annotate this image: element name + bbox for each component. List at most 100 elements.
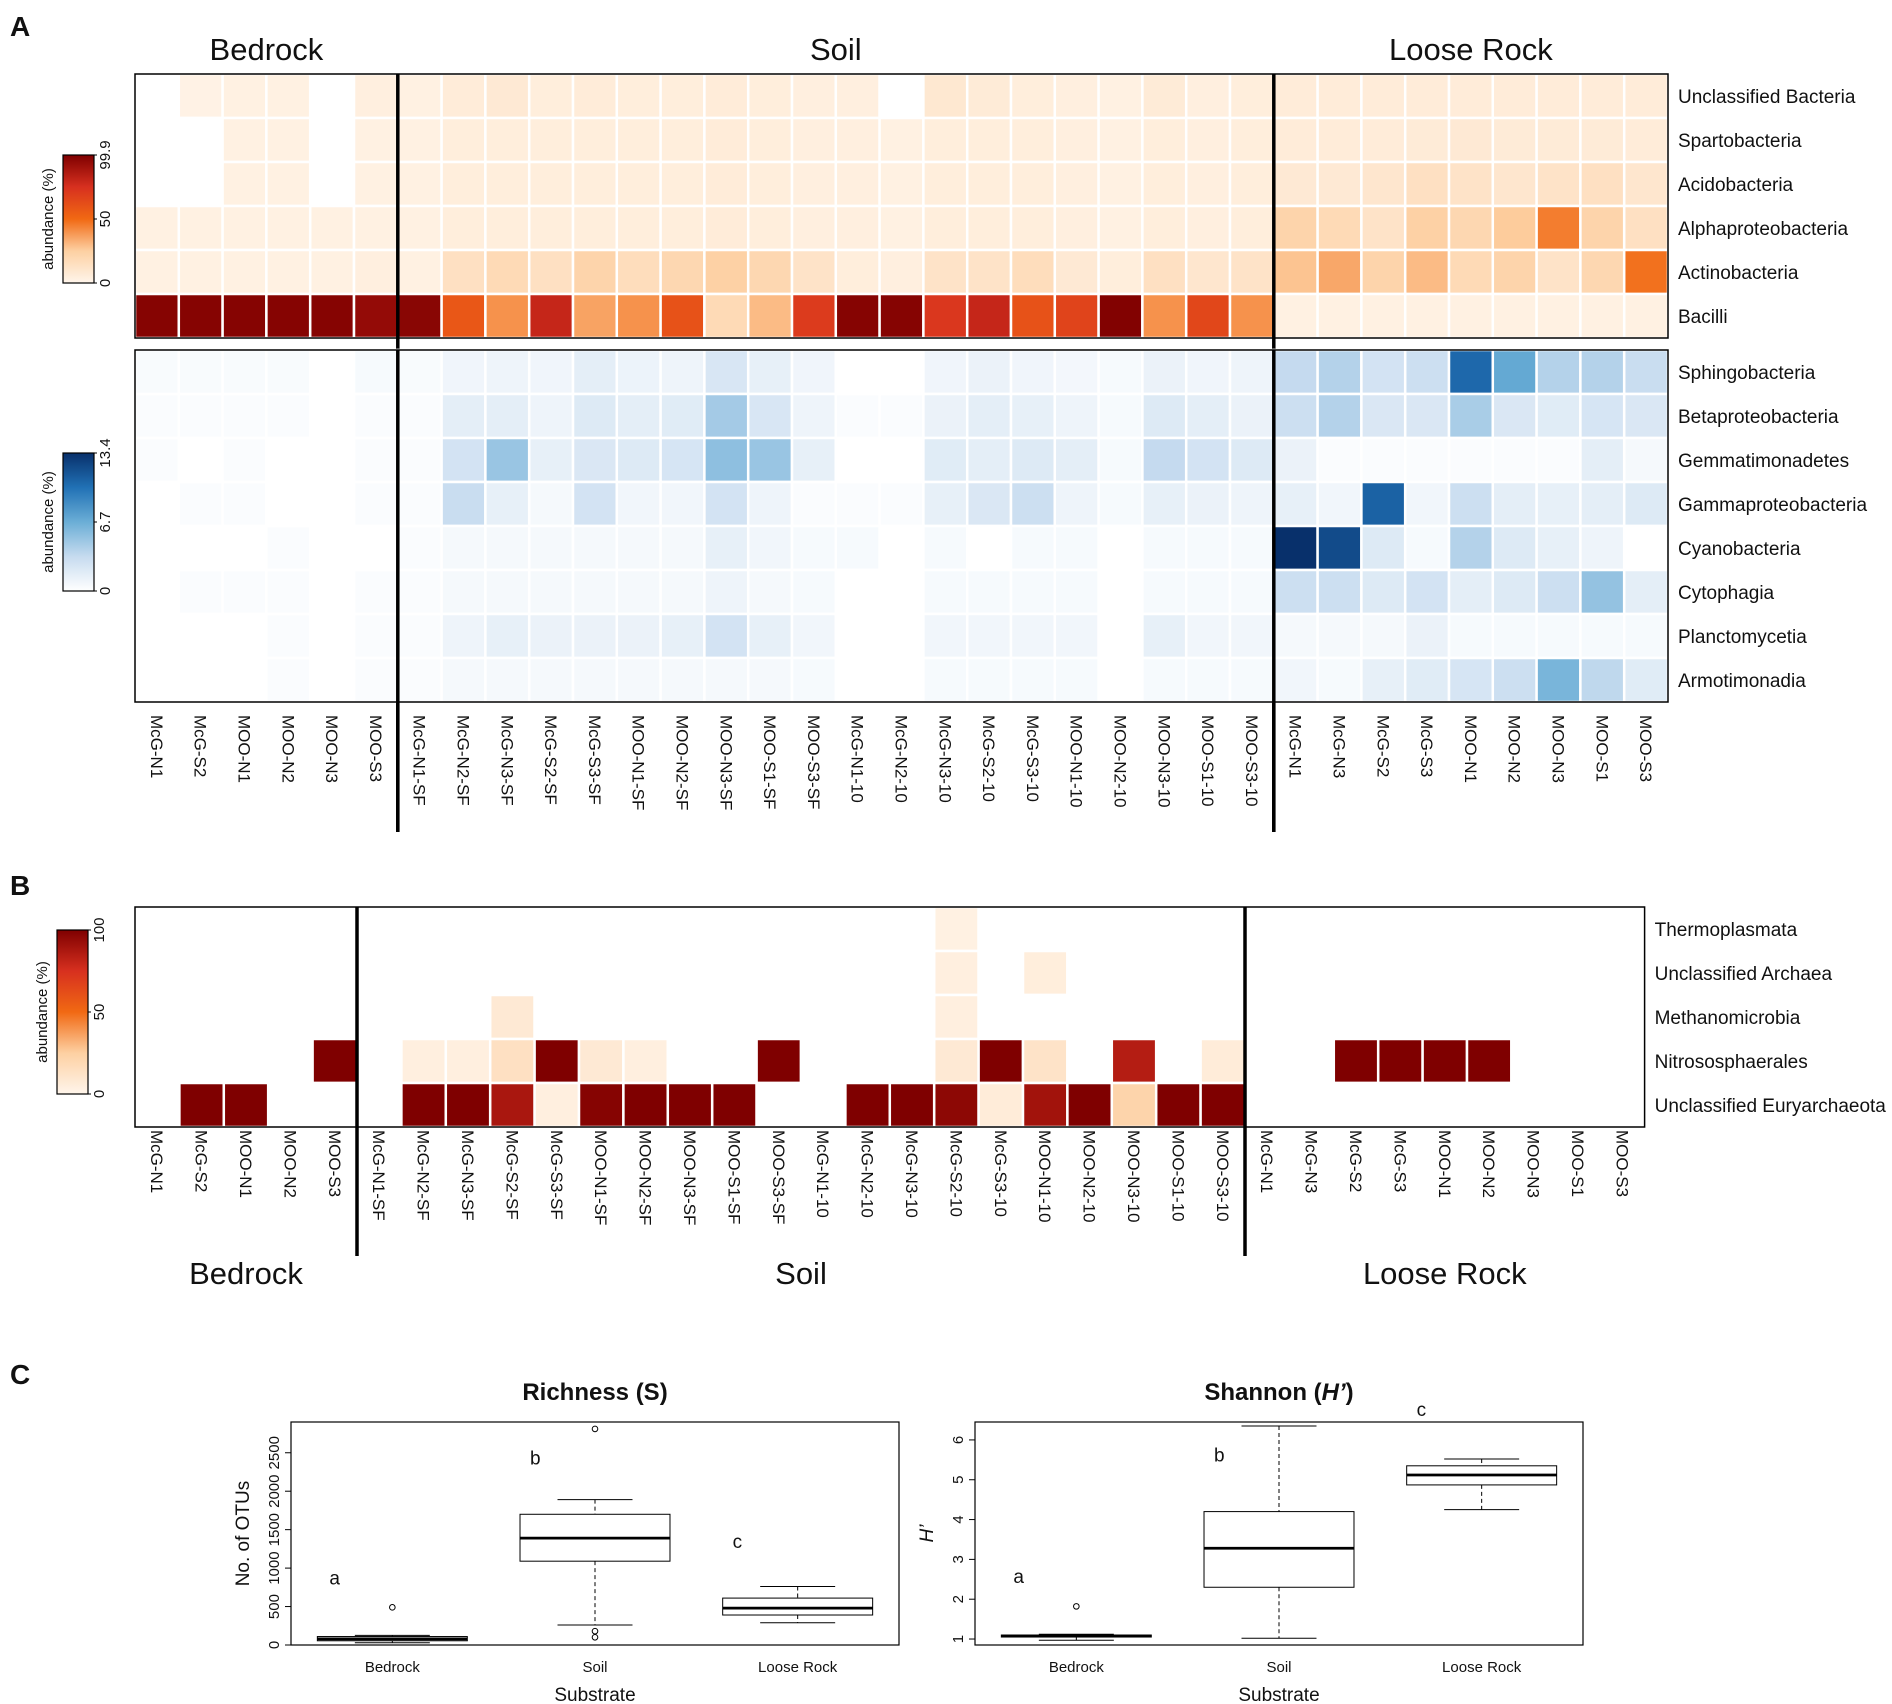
group-label-bedrock: Bedrock [210, 32, 324, 67]
heat-cell-bacilli-22 [1097, 292, 1144, 340]
significance-letter-a: a [329, 1569, 340, 1590]
heat-cell-acidobacteria-16 [834, 160, 881, 208]
heat-cell-actinobacteria-23 [1141, 248, 1188, 296]
heat-cell-spartobacteria-4 [308, 116, 356, 164]
heat-cell-unclassified-archaea-0 [133, 949, 181, 997]
heat-cell-alphaproteobacteria-24 [1184, 204, 1232, 252]
heat-cell-bacilli-25 [1228, 292, 1276, 340]
heat-cell-sphingobacteria-17 [878, 348, 925, 396]
heat-cell-unclassified-archaea-14 [755, 949, 803, 997]
heat-cell-methanomicrobia-10 [577, 993, 625, 1041]
heat-cell-cyanobacteria-27 [1316, 524, 1363, 572]
heat-cell-nitrososphaerales-10 [577, 1037, 625, 1085]
heat-cell-unclassified-bacteria-32 [1535, 72, 1582, 120]
heat-cell-sphingobacteria-10 [571, 348, 619, 396]
heat-cell-alphaproteobacteria-17 [878, 204, 925, 252]
heat-cell-sphingobacteria-8 [484, 348, 531, 396]
heat-cell-cyanobacteria-21 [1053, 524, 1100, 572]
col-label-moo-s3-33: MOO-S3 [1612, 1130, 1631, 1197]
heat-cell-cyanobacteria-32 [1535, 524, 1582, 572]
heat-cell-unclassified-archaea-4 [311, 949, 359, 997]
heat-cell-thermoplasmata-2 [222, 905, 270, 953]
heat-cell-bacilli-16 [834, 292, 881, 340]
outlier-0 [591, 1425, 599, 1433]
heat-cell-gammaproteobacteria-8 [484, 480, 531, 528]
heat-cell-gemmatimonadetes-9 [527, 436, 575, 484]
heat-cell-methanomicrobia-26 [1288, 993, 1336, 1041]
heat-cell-cyanobacteria-30 [1447, 524, 1495, 572]
heat-cell-armotimonadia-2 [221, 656, 268, 704]
heat-cell-acidobacteria-4 [308, 160, 356, 208]
heat-cell-spartobacteria-33 [1579, 116, 1626, 164]
heat-cell-gammaproteobacteria-20 [1009, 480, 1057, 528]
heat-cell-nitrososphaerales-16 [844, 1037, 892, 1085]
heat-cell-cyanobacteria-28 [1360, 524, 1407, 572]
heat-cell-planctomycetia-25 [1228, 612, 1276, 660]
heat-cell-gemmatimonadetes-10 [571, 436, 619, 484]
heat-cell-unclassified-bacteria-20 [1009, 72, 1057, 120]
heat-cell-methanomicrobia-5 [355, 993, 403, 1041]
heat-cell-cytophagia-31 [1491, 568, 1538, 616]
box-loose-rock: c Loose Rock [722, 1532, 874, 1676]
heat-cell-unclassified-euryarchaeota-28 [1376, 1081, 1424, 1129]
heat-cell-armotimonadia-7 [440, 656, 487, 704]
heat-cell-acidobacteria-23 [1141, 160, 1188, 208]
heat-cell-unclassified-bacteria-17 [878, 72, 925, 120]
row-label-gemmatimonadetes: Gemmatimonadetes [1678, 451, 1849, 472]
heat-cell-gemmatimonadetes-26 [1272, 436, 1319, 484]
heat-cell-cyanobacteria-31 [1491, 524, 1538, 572]
heat-cell-methanomicrobia-4 [311, 993, 359, 1041]
significance-letter-a: a [1013, 1567, 1024, 1588]
heat-cell-thermoplasmata-27 [1332, 905, 1380, 953]
col-label-moo-n3-31: MOO-N3 [1524, 1130, 1543, 1198]
heat-cell-acidobacteria-33 [1579, 160, 1626, 208]
heat-cell-cyanobacteria-13 [703, 524, 750, 572]
heat-frame [134, 906, 1646, 1128]
heat-cell-bacilli-10 [571, 292, 619, 340]
heat-cell-thermoplasmata-22 [1110, 905, 1158, 953]
heat-cell-unclassified-euryarchaeota-25 [1243, 1081, 1291, 1129]
heat-cell-actinobacteria-24 [1184, 248, 1232, 296]
heat-cell-unclassified-bacteria-10 [571, 72, 619, 120]
x-tick-loose-rock: Loose Rock [758, 1659, 838, 1676]
heat-cell-unclassified-archaea-29 [1421, 949, 1469, 997]
heatmap-a-bottom: Sphingobacteria Betaproteobacteria Gemmati… [40, 348, 1867, 832]
box-soil: b Soil [1203, 1425, 1355, 1676]
heat-cell-gemmatimonadetes-24 [1184, 436, 1232, 484]
heat-cell-thermoplasmata-0 [133, 905, 181, 953]
heat-cell-actinobacteria-34 [1622, 248, 1670, 296]
heat-cell-thermoplasmata-3 [266, 905, 314, 953]
heat-cell-unclassified-euryarchaeota-29 [1421, 1081, 1469, 1129]
heat-cell-alphaproteobacteria-21 [1053, 204, 1100, 252]
heat-cell-cyanobacteria-16 [834, 524, 881, 572]
heat-cell-spartobacteria-19 [965, 116, 1013, 164]
heat-cell-bacilli-1 [177, 292, 224, 340]
heat-cell-alphaproteobacteria-32 [1535, 204, 1582, 252]
col-label-mcg-s2-1: McG-S2 [192, 1130, 211, 1192]
heat-cell-gemmatimonadetes-18 [922, 436, 969, 484]
heat-cell-alphaproteobacteria-33 [1579, 204, 1626, 252]
heat-cell-gammaproteobacteria-0 [133, 480, 181, 528]
heat-cell-unclassified-bacteria-24 [1184, 72, 1232, 120]
heat-cell-planctomycetia-8 [484, 612, 531, 660]
heat-cell-cyanobacteria-19 [965, 524, 1013, 572]
heat-cell-planctomycetia-4 [308, 612, 356, 660]
heat-cell-acidobacteria-10 [571, 160, 619, 208]
heat-cell-sphingobacteria-12 [659, 348, 706, 396]
heat-cell-thermoplasmata-24 [1199, 905, 1247, 953]
heat-cell-bacilli-28 [1360, 292, 1407, 340]
heat-cell-betaproteobacteria-14 [746, 392, 794, 440]
y-tick-1500: 1500 [266, 1513, 283, 1546]
col-label-mcg-n3-10-18: McG-N3-10 [935, 715, 954, 803]
heat-cell-methanomicrobia-19 [977, 993, 1025, 1041]
heat-cell-nitrososphaerales-17 [888, 1037, 936, 1085]
heat-cell-planctomycetia-0 [133, 612, 181, 660]
heat-cell-gammaproteobacteria-21 [1053, 480, 1100, 528]
row-label-cytophagia: Cytophagia [1678, 583, 1775, 604]
heat-cell-cytophagia-14 [746, 568, 794, 616]
heat-cell-gammaproteobacteria-26 [1272, 480, 1319, 528]
heat-cell-sphingobacteria-4 [308, 348, 356, 396]
heat-cell-unclassified-bacteria-15 [790, 72, 838, 120]
heat-cell-armotimonadia-28 [1360, 656, 1407, 704]
heat-cell-alphaproteobacteria-25 [1228, 204, 1276, 252]
